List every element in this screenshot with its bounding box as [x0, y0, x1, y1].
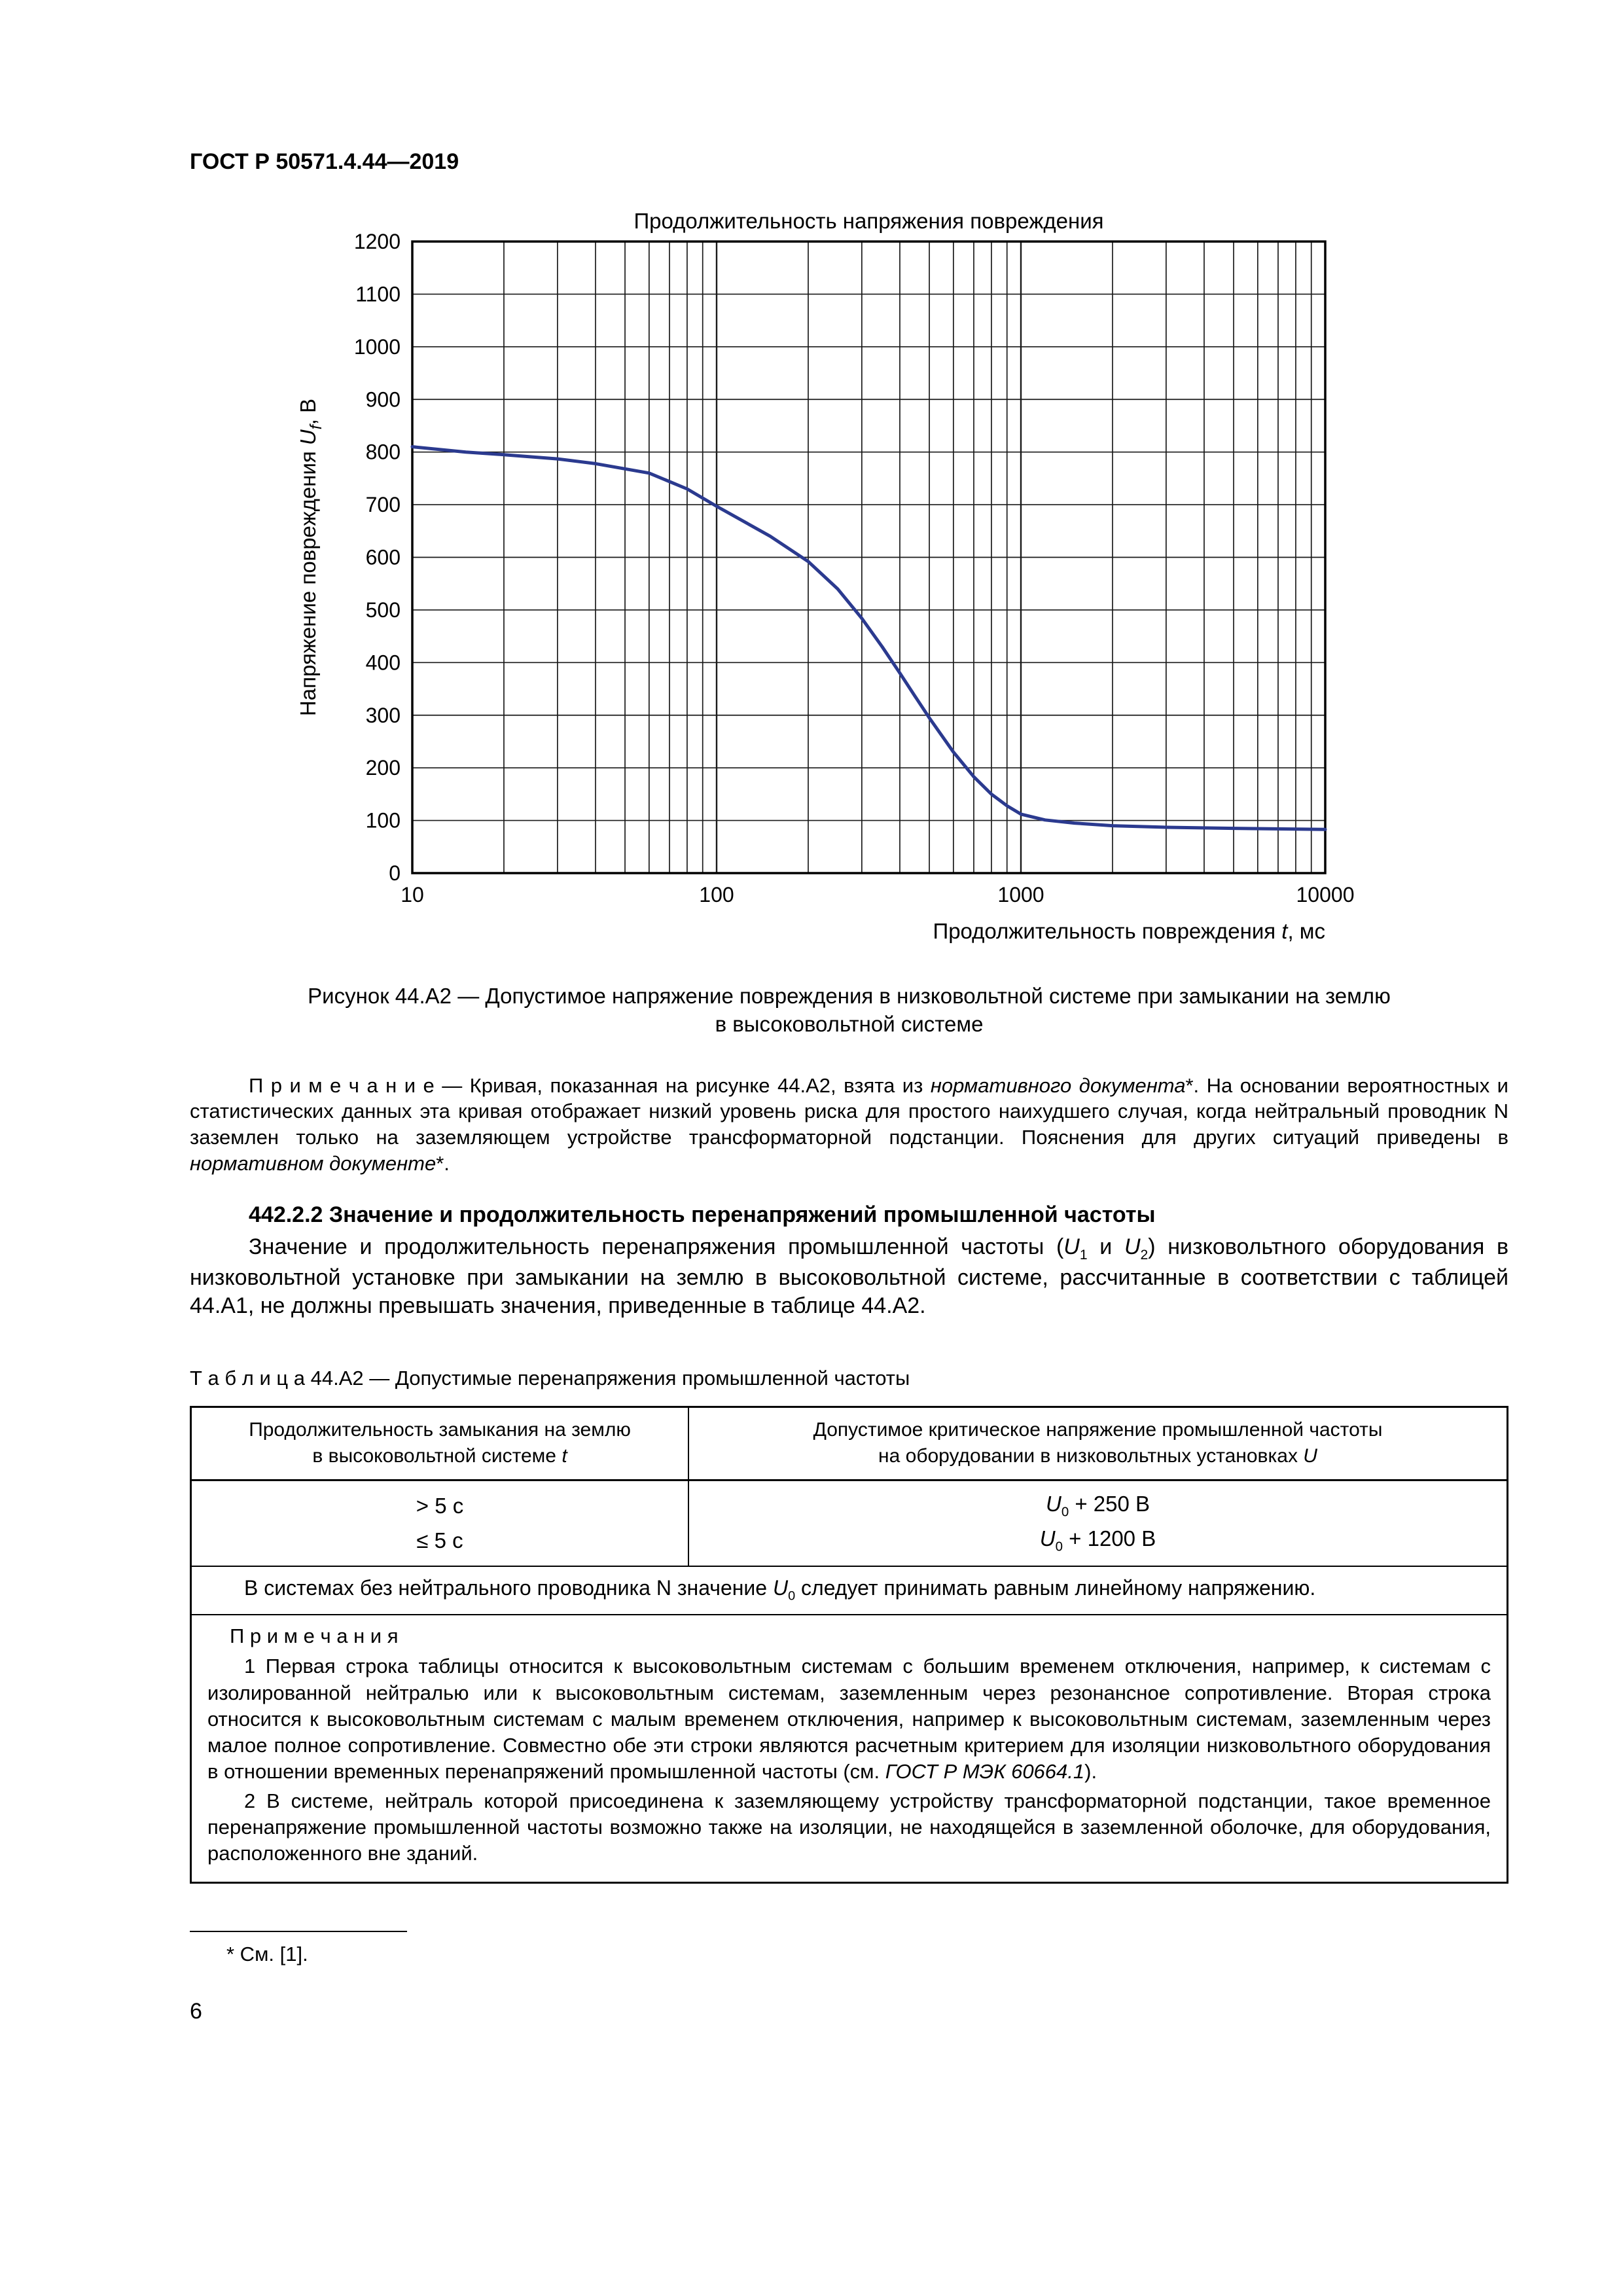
table-notes-title: П р и м е ч а н и я — [230, 1624, 399, 1648]
svg-text:200: 200 — [366, 756, 401, 780]
svg-text:10000: 10000 — [1296, 883, 1355, 906]
table-header-row: Продолжительность замыкания на землю в вы… — [190, 1407, 1508, 1481]
svg-text:100: 100 — [366, 809, 401, 833]
svg-text:1100: 1100 — [355, 282, 401, 306]
chart-title: Продолжительность напряжения повреждения — [633, 209, 1103, 233]
chart-x-tick-labels: 10 100 1000 10000 — [401, 883, 1354, 906]
table-span-note: В системах без нейтрального проводника N… — [190, 1566, 1508, 1616]
table-note-1: 1 Первая строка таблицы относится к высо… — [207, 1655, 1491, 1784]
svg-text:700: 700 — [366, 493, 401, 516]
y-axis-label: Напряжение повреждения Uf, В — [296, 399, 325, 716]
table-header-voltage: Допустимое критическое напряжение промыш… — [688, 1407, 1508, 1481]
table-note-2: 2 В системе, нейтраль которой присоедине… — [207, 1789, 1491, 1865]
svg-text:800: 800 — [366, 440, 401, 464]
fault-voltage-chart: 0 100 200 300 400 500 600 700 800 900 1000 1100 1200… — [296, 209, 1354, 943]
chart-y-tick-labels: 0 100 200 300 400 500 600 700 800 900 1000 1100 1200 — [354, 230, 401, 885]
duration-cell: > 5 с — [190, 1480, 690, 1524]
section-heading: 442.2.2 Значение и продолжительность пер… — [249, 1202, 1156, 1228]
figure-caption: Рисунок 44.А2 — Допустимое напряжение по… — [308, 984, 1391, 1036]
footnote-rule — [190, 1930, 407, 1932]
chart-border — [411, 240, 1327, 874]
svg-text:10: 10 — [401, 883, 424, 906]
section-paragraph: Значение и продолжительность перенапряже… — [190, 1234, 1509, 1318]
voltage-cell: U0 + 1200 В — [688, 1523, 1508, 1567]
duration-cell: ≤ 5 с — [190, 1523, 690, 1567]
svg-text:600: 600 — [366, 546, 401, 569]
table-row: ≤ 5 с U0 + 1200 В — [190, 1523, 1508, 1567]
table-notes-row: П р и м е ч а н и я 1 Первая строка табл… — [191, 1615, 1508, 1882]
document-header: ГОСТ Р 50571.4.44—2019 — [190, 149, 459, 174]
svg-text:500: 500 — [366, 598, 401, 622]
x-axis-label: Продолжительность повреждения t, мс — [933, 919, 1325, 943]
table-44a2: Продолжительность замыкания на землю в вы… — [190, 1405, 1508, 1884]
svg-text:0: 0 — [389, 861, 401, 885]
table-row: > 5 с U0 + 250 В — [190, 1480, 1508, 1524]
table-header-duration: Продолжительность замыкания на землю в вы… — [190, 1407, 690, 1481]
table-span-note-row: В системах без нейтрального проводника N… — [190, 1566, 1508, 1616]
footnote: * См. [1]. — [226, 1942, 308, 1965]
svg-text:1000: 1000 — [997, 883, 1044, 906]
voltage-cell: U0 + 250 В — [1045, 1491, 1150, 1520]
figure-note-paragraph: П р и м е ч а н и е — Кривая, показанная… — [190, 1073, 1509, 1175]
svg-text:400: 400 — [366, 651, 401, 674]
svg-text:900: 900 — [366, 387, 401, 411]
page-number: 6 — [190, 1998, 202, 2024]
table-label: Т а б л и ц а 44.А2 — Допустимые перенап… — [190, 1366, 910, 1390]
svg-text:1000: 1000 — [354, 335, 401, 359]
svg-text:1200: 1200 — [354, 230, 401, 253]
figure-44a2: 0 100 200 300 400 500 600 700 800 900 1000 1100 1200… — [281, 209, 1508, 955]
svg-text:100: 100 — [699, 883, 734, 906]
chart-curve — [410, 445, 1327, 831]
svg-text:300: 300 — [366, 704, 401, 727]
chart-grid — [411, 241, 1327, 874]
